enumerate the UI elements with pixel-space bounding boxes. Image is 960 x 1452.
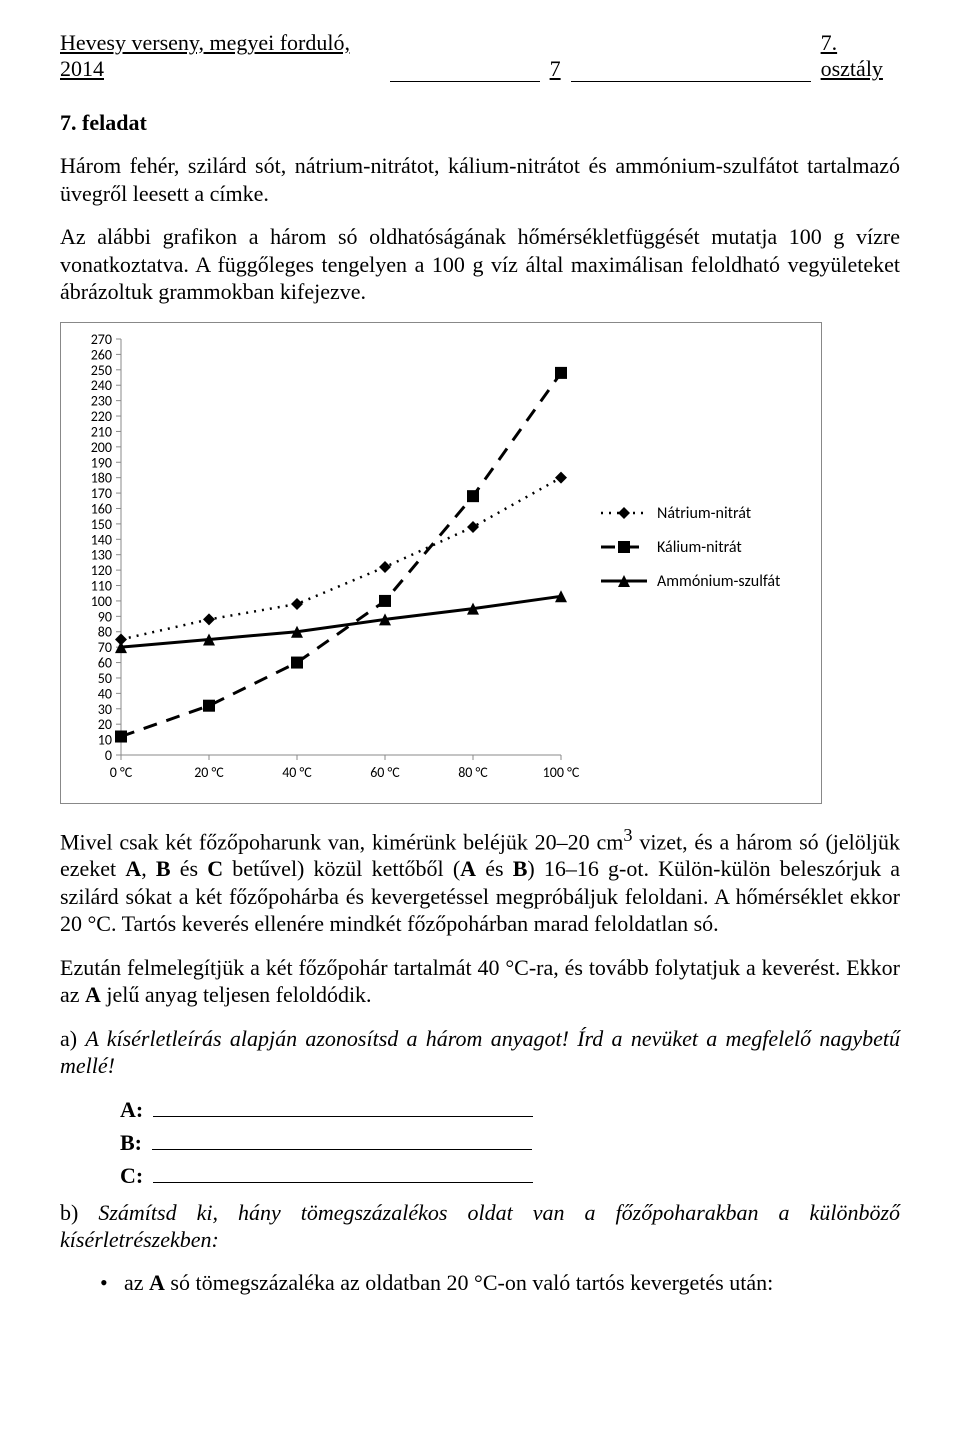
p3-bold-A: A [125,856,141,881]
svg-text:80 °C: 80 °C [458,764,488,781]
question-a: a) A kísérletleírás alapján azonosítsd a… [60,1025,900,1080]
p3-c: , [141,856,156,881]
svg-text:10: 10 [98,731,112,748]
svg-text:0 °C: 0 °C [110,764,133,781]
header-right: 7. osztály [815,30,900,82]
svg-text:140: 140 [91,531,112,548]
answer-line-B: B: [120,1129,900,1156]
paragraph-3: Mivel csak két főzőpoharunk van, kimérün… [60,824,900,938]
svg-text:80: 80 [98,623,112,640]
svg-text:270: 270 [91,331,112,348]
p3-bold-B: B [156,856,171,881]
page: Hevesy verseny, megyei forduló, 2014 7 7… [0,0,960,1452]
svg-text:130: 130 [91,546,112,563]
paragraph-1: Három fehér, szilárd sót, nátrium-nitrát… [60,152,900,207]
header-rule-1 [390,59,540,82]
svg-text:220: 220 [91,408,112,425]
blank-C[interactable] [153,1162,533,1183]
svg-text:230: 230 [91,392,112,409]
svg-text:100: 100 [91,592,112,609]
p4-b: jelű anyag teljesen feloldódik. [101,982,372,1007]
p3-e: betűvel) közül kettőből ( [223,856,460,881]
task-title: 7. feladat [60,110,900,136]
svg-text:Kálium-nitrát: Kálium-nitrát [657,538,742,557]
page-header: Hevesy verseny, megyei forduló, 2014 7 7… [60,30,900,82]
header-rule-2 [571,59,811,82]
svg-text:190: 190 [91,454,112,471]
svg-text:180: 180 [91,469,112,486]
label-B: B: [120,1130,142,1156]
p3-f: és [476,856,513,881]
svg-text:20: 20 [98,716,112,733]
svg-text:240: 240 [91,377,112,394]
p3-bold-C: C [207,856,223,881]
bullet-bold-A: A [149,1270,165,1295]
blank-A[interactable] [153,1096,533,1117]
p3-bold-B2: B [513,856,528,881]
qa-text: A kísérletleírás alapján azonosítsd a há… [60,1026,900,1079]
svg-text:Ammónium-szulfát: Ammónium-szulfát [657,572,781,591]
question-b: b) Számítsd ki, hány tömegszázalékos old… [60,1199,900,1254]
svg-text:250: 250 [91,361,112,378]
p3-bold-A2: A [460,856,476,881]
header-page-number: 7 [544,56,567,82]
svg-text:120: 120 [91,562,112,579]
svg-text:30: 30 [98,700,112,717]
bullet-1: • az A só tömegszázaléka az oldatban 20 … [100,1270,900,1296]
svg-text:260: 260 [91,346,112,363]
svg-text:0: 0 [105,747,112,764]
bullet-dot-icon: • [100,1270,124,1296]
svg-text:90: 90 [98,608,112,625]
label-C: C: [120,1163,143,1189]
svg-text:60 °C: 60 °C [370,764,400,781]
svg-text:40 °C: 40 °C [282,764,312,781]
p4-bold-A: A [85,982,101,1007]
qb-prefix: b) [60,1200,98,1225]
qa-prefix: a) [60,1026,85,1051]
label-A: A: [120,1097,143,1123]
svg-text:20 °C: 20 °C [194,764,224,781]
answer-line-C: C: [120,1162,900,1189]
svg-text:60: 60 [98,654,112,671]
svg-text:40: 40 [98,685,112,702]
solubility-chart: 0102030405060708090100110120130140150160… [60,322,822,804]
svg-text:200: 200 [91,438,112,455]
qb-text: Számítsd ki, hány tömegszázalékos oldat … [60,1200,900,1253]
paragraph-4: Ezután felmelegítjük a két főzőpohár tar… [60,954,900,1009]
svg-text:210: 210 [91,423,112,440]
svg-text:Nátrium-nitrát: Nátrium-nitrát [657,504,752,523]
header-left: Hevesy verseny, megyei forduló, 2014 [60,30,386,82]
svg-text:150: 150 [91,515,112,532]
svg-text:50: 50 [98,669,112,686]
p3-sup: 3 [623,825,632,845]
p3-a: Mivel csak két főzőpoharunk van, kimérün… [60,829,623,854]
bullet-b: só tömegszázaléka az oldatban 20 °C-on v… [165,1270,773,1295]
p3-d: és [171,856,208,881]
svg-text:70: 70 [98,639,112,656]
blank-B[interactable] [152,1129,532,1150]
svg-text:100 °C: 100 °C [543,764,580,781]
bullet-a: az [124,1270,149,1295]
svg-text:160: 160 [91,500,112,517]
svg-text:170: 170 [91,485,112,502]
svg-text:110: 110 [91,577,112,594]
answer-line-A: A: [120,1096,900,1123]
paragraph-2: Az alábbi grafikon a három só oldhatóság… [60,223,900,306]
